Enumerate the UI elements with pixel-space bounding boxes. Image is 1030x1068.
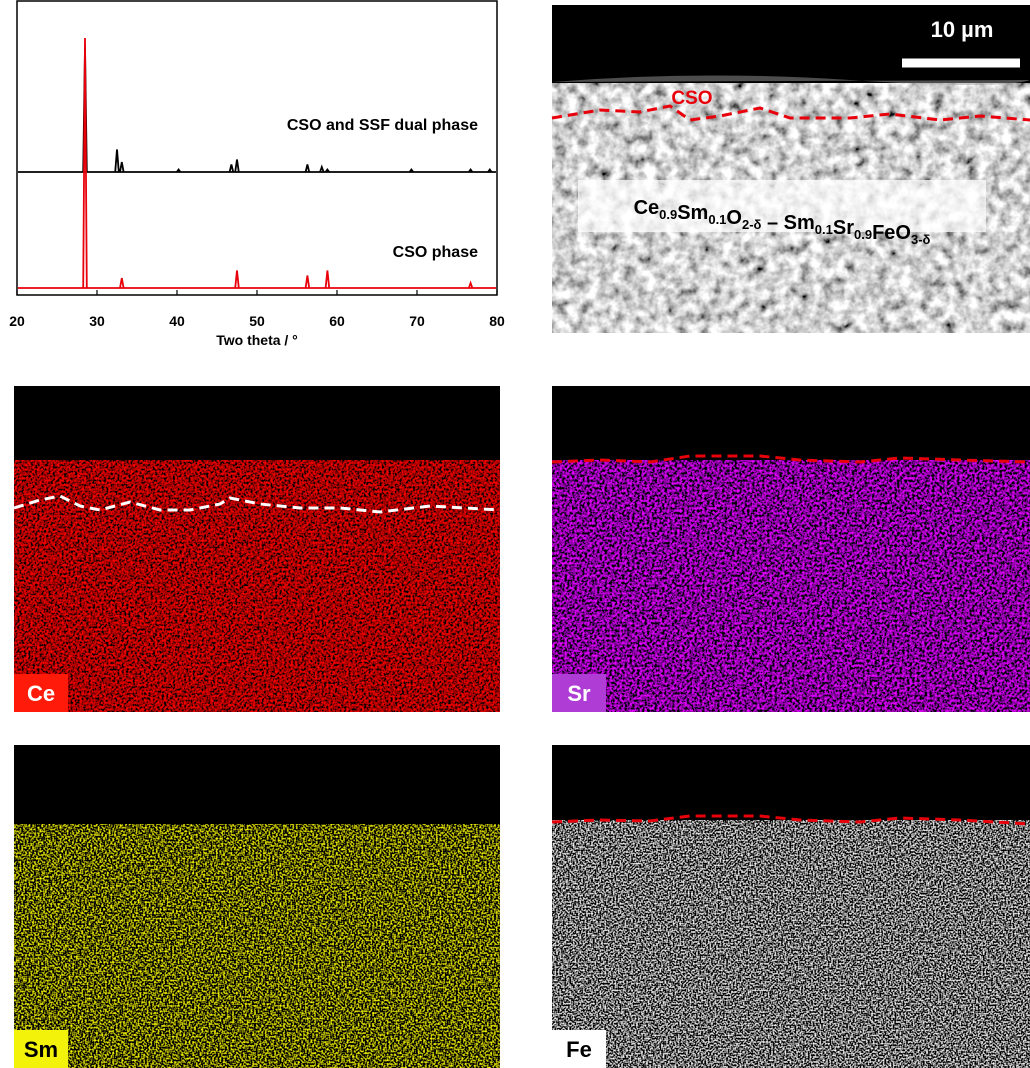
- diffraction-peak: [176, 167, 182, 173]
- diffraction-peak: [467, 280, 474, 289]
- map-image: [14, 824, 500, 1068]
- formula-part: Sm: [677, 202, 708, 224]
- element-label-box: [552, 674, 606, 712]
- element-label-box: [14, 674, 68, 712]
- formula-subscript: 3-δ: [911, 232, 931, 247]
- formula-part: Ce: [634, 197, 660, 219]
- interface-line: [551, 104, 1030, 122]
- diffraction-peak: [228, 164, 235, 173]
- diffraction-peak: [114, 149, 120, 173]
- map-image: [552, 820, 1030, 1068]
- eds-map: Fe: [551, 745, 1030, 1068]
- element-label: Sr: [567, 681, 591, 706]
- map-image: [552, 460, 1030, 712]
- formula-subscript: 0.9: [659, 207, 677, 222]
- formula-subscript: 0.1: [708, 212, 726, 227]
- interface-line: [13, 494, 501, 514]
- diffraction-peak: [304, 275, 311, 289]
- element-label: Ce: [27, 681, 55, 706]
- eds-maps: Ce Sr Sm Fe: [13, 386, 1030, 1068]
- sem-background: [552, 5, 1030, 83]
- diffraction-peak: [468, 167, 474, 173]
- diffraction-peak: [234, 159, 240, 173]
- eds-map: Sm: [14, 745, 500, 1068]
- formula-part: Sr: [833, 217, 854, 239]
- diffraction-peak: [319, 164, 325, 173]
- x-tick-label: 60: [329, 313, 345, 329]
- x-tick-label: 50: [249, 313, 265, 329]
- formula: Ce0.9Sm0.1O2-δ – Sm0.1Sr0.9FeO3-δ: [634, 197, 931, 247]
- formula-subscript: 0.9: [854, 227, 872, 242]
- diffraction-peak: [487, 167, 493, 173]
- series-label: CSO and SSF dual phase: [287, 117, 478, 134]
- sem-surface: [552, 75, 1030, 85]
- diffraction-peak: [304, 164, 311, 173]
- xrd-chart: Two theta / ° 20 30 40 50 60 70 80 CSO and SSF …: [9, 0, 505, 348]
- diffraction-peak: [82, 37, 88, 289]
- formula-part: – Sm: [761, 212, 814, 234]
- eds-map: Ce: [13, 386, 501, 712]
- map-background: [14, 386, 500, 460]
- diffraction-peak: [119, 277, 125, 289]
- formula-part: FeO: [872, 222, 911, 244]
- x-tick-label: 30: [89, 313, 105, 329]
- x-tick-label: 70: [409, 313, 425, 329]
- diffraction-peak: [234, 270, 240, 289]
- x-tick-label: 20: [9, 313, 25, 329]
- element-label-box: [552, 1030, 606, 1068]
- x-tick-label: 80: [489, 313, 505, 329]
- element-label: Fe: [566, 1037, 592, 1062]
- x-tick-label: 40: [169, 313, 185, 329]
- element-label: Sm: [24, 1037, 58, 1062]
- series-label: CSO phase: [393, 244, 478, 261]
- map-image: [14, 460, 500, 712]
- interface-line: [551, 814, 1030, 826]
- eds-map: Sr: [551, 386, 1030, 712]
- map-background: [552, 386, 1030, 460]
- scale-bar-label: 10 µm: [931, 17, 994, 42]
- diffraction-peak: [324, 167, 330, 173]
- layer-label: CSO: [671, 88, 712, 109]
- map-background: [14, 745, 500, 824]
- diffraction-peak: [119, 161, 125, 173]
- formula-box: [578, 180, 986, 232]
- diffraction-peak: [324, 270, 331, 289]
- interface-line: [551, 454, 1030, 464]
- formula-part: O: [726, 207, 742, 229]
- formula-subscript: 0.1: [815, 222, 833, 237]
- x-axis-label: Two theta / °: [216, 332, 298, 348]
- sem-panel: CSO 10 µm Ce0.9Sm0.1O2-δ – Sm0.1Sr0.9FeO…: [551, 5, 1030, 333]
- diffraction-peak: [408, 167, 414, 173]
- map-background: [552, 745, 1030, 820]
- formula-subscript: 2-δ: [742, 217, 762, 232]
- element-label-box: [14, 1030, 68, 1068]
